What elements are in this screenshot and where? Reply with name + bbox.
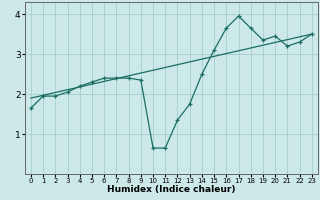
X-axis label: Humidex (Indice chaleur): Humidex (Indice chaleur)	[107, 185, 236, 194]
